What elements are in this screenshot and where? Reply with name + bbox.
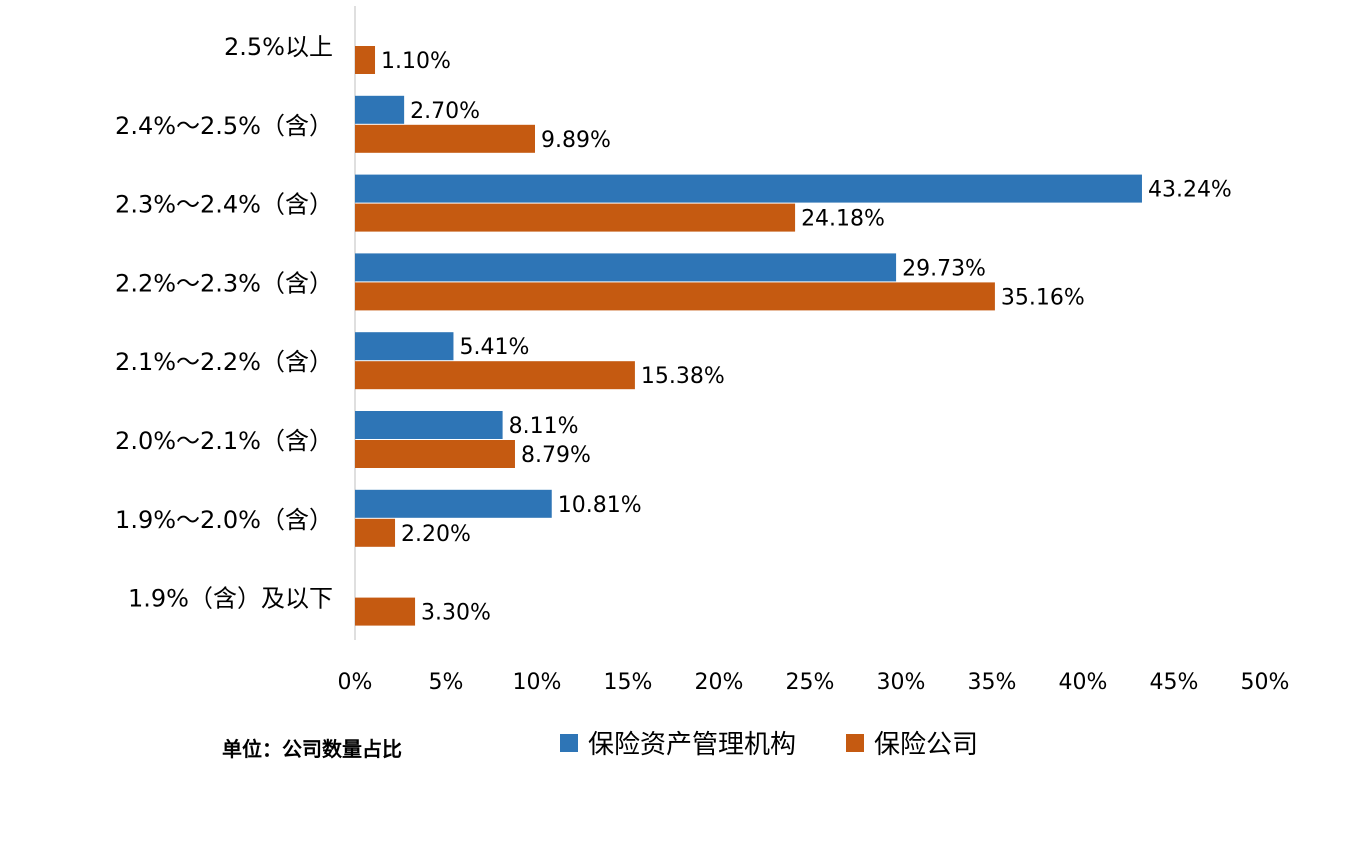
x-tick-label: 10% — [513, 670, 562, 695]
data-label: 15.38% — [641, 364, 725, 389]
category-label: 2.4%～2.5%（含） — [115, 112, 333, 140]
x-tick-label: 20% — [695, 670, 744, 695]
category-label: 1.9%（含）及以下 — [128, 585, 333, 613]
bar-asset-management — [355, 411, 503, 439]
x-tick-label: 50% — [1241, 670, 1290, 695]
data-label: 1.10% — [381, 49, 451, 74]
category-label: 1.9%～2.0%（含） — [115, 506, 333, 534]
legend-swatch-insurance-company — [846, 733, 865, 752]
x-tick-label: 15% — [604, 670, 653, 695]
data-label: 10.81% — [558, 493, 642, 518]
bar-asset-management — [355, 332, 454, 361]
unit-note: 单位：公司数量占比 — [222, 737, 402, 761]
bar-insurance-company — [355, 282, 995, 311]
legend-item-insurance-company: 保险公司 — [846, 724, 978, 761]
category-label: 2.0%～2.1%（含） — [115, 427, 333, 455]
legend-item-asset-management: 保险资产管理机构 — [560, 724, 796, 761]
data-label: 3.30% — [421, 601, 491, 626]
bar-insurance-company — [355, 440, 515, 468]
data-label: 8.11% — [509, 414, 579, 439]
bar-asset-management — [355, 95, 405, 124]
legend-swatch-asset-management — [560, 733, 578, 752]
x-tick-label: 0% — [338, 670, 373, 695]
data-label: 24.18% — [801, 207, 885, 232]
x-tick-label: 45% — [1150, 670, 1199, 695]
bar-insurance-company — [355, 203, 796, 232]
x-tick-label: 40% — [1059, 670, 1108, 695]
category-label: 2.5%以上 — [224, 33, 333, 61]
bar-insurance-company — [355, 124, 535, 153]
category-label: 2.3%～2.4%（含） — [115, 191, 333, 219]
data-label: 5.41% — [459, 335, 529, 360]
bar-insurance-company — [355, 518, 396, 547]
data-label: 8.79% — [521, 443, 591, 468]
data-label: 43.24% — [1148, 178, 1232, 203]
category-label: 2.2%～2.3%（含） — [115, 269, 333, 297]
bar-insurance-company — [355, 597, 416, 626]
x-tick-label: 35% — [968, 670, 1017, 695]
data-label: 29.73% — [902, 256, 986, 281]
x-tick-label: 30% — [877, 670, 926, 695]
category-label: 2.1%～2.2%（含） — [115, 348, 333, 376]
legend: 保险资产管理机构 保险公司 — [560, 724, 1028, 761]
data-label: 2.20% — [401, 522, 471, 547]
bar-asset-management — [355, 174, 1142, 203]
bar-asset-management — [355, 253, 897, 282]
data-label: 2.70% — [410, 99, 480, 124]
data-label: 9.89% — [541, 128, 611, 153]
bar-insurance-company — [355, 46, 376, 74]
bar-insurance-company — [355, 361, 635, 390]
x-tick-label: 25% — [786, 670, 835, 695]
legend-label-asset-management: 保险资产管理机构 — [588, 730, 797, 760]
bar-asset-management — [355, 489, 552, 518]
data-label: 35.16% — [1001, 285, 1085, 310]
legend-label-insurance-company: 保险公司 — [874, 730, 979, 760]
x-tick-label: 5% — [429, 670, 464, 695]
